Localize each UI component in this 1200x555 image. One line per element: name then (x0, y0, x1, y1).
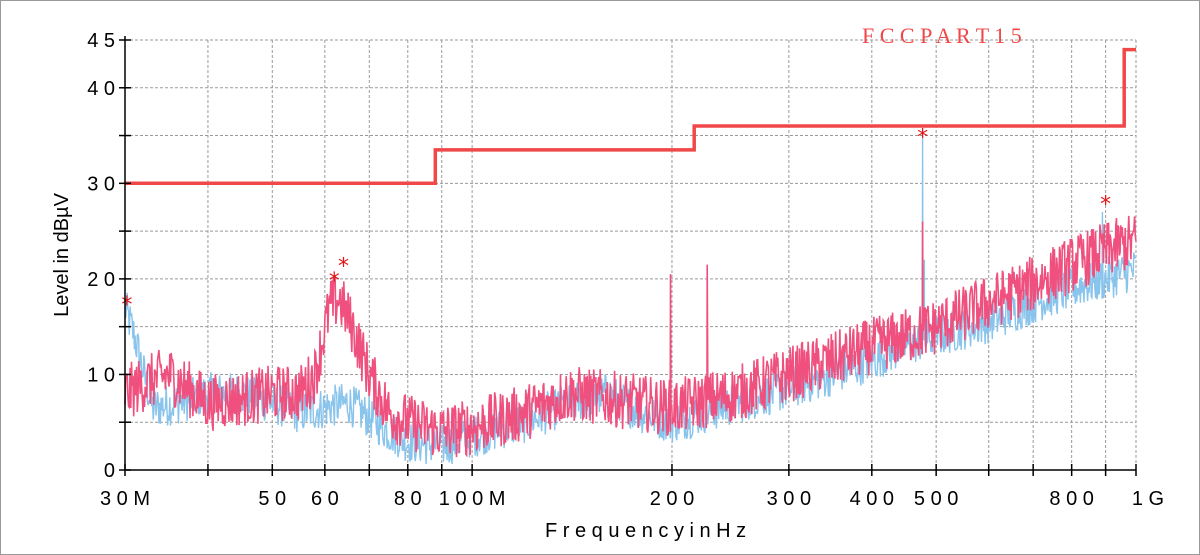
y-tick-label: 1 0 (87, 364, 115, 386)
x-tick-label: 1 G (1132, 488, 1164, 510)
grid-lines (125, 39, 1137, 470)
peak-marker: * (121, 293, 132, 318)
x-tick-labels: 3 0 M 5 0 6 0 8 0 1 0 0 M 2 0 0 3 0 0 4 0 0 5 0 … (100, 488, 1164, 510)
y-tick-label: 3 0 (87, 173, 115, 195)
x-tick-label: 4 0 0 (850, 488, 894, 510)
x-tick-label: 8 0 (394, 488, 422, 510)
x-tick-label: 5 0 (258, 488, 286, 510)
y-tick-labels: 0 1 0 2 0 3 0 4 0 4 5 (87, 30, 115, 482)
x-axis-title: F r e q u e n c y i n H z (545, 520, 746, 542)
y-axis-title: Level in dBµV (51, 192, 73, 316)
x-tick-label: 2 0 0 (650, 488, 694, 510)
limit-line-label: F C C P A R T 1 5 (862, 23, 1022, 48)
y-tick-label: 4 0 (87, 78, 115, 100)
axes (119, 36, 1137, 476)
x-tick-label: 8 0 0 (1049, 488, 1093, 510)
peak-marker: * (1100, 192, 1111, 217)
y-tick-label: 2 0 (87, 269, 115, 291)
x-tick-label: 1 0 0 M (439, 488, 506, 510)
measurement-traces (124, 135, 1137, 465)
y-tick-label: 4 5 (87, 30, 115, 52)
x-tick-label: 5 0 0 (914, 488, 958, 510)
peak-markers: ***** (121, 126, 1111, 318)
peak-marker: * (338, 255, 349, 280)
x-tick-label: 3 0 0 (767, 488, 811, 510)
limit-line (125, 47, 1136, 186)
trace-2 (124, 215, 1137, 458)
y-tick-label: 0 (104, 460, 115, 482)
x-tick-label: 6 0 (311, 488, 339, 510)
peak-marker: * (329, 269, 340, 294)
peak-marker: * (917, 126, 928, 151)
x-tick-label: 3 0 M (100, 488, 150, 510)
